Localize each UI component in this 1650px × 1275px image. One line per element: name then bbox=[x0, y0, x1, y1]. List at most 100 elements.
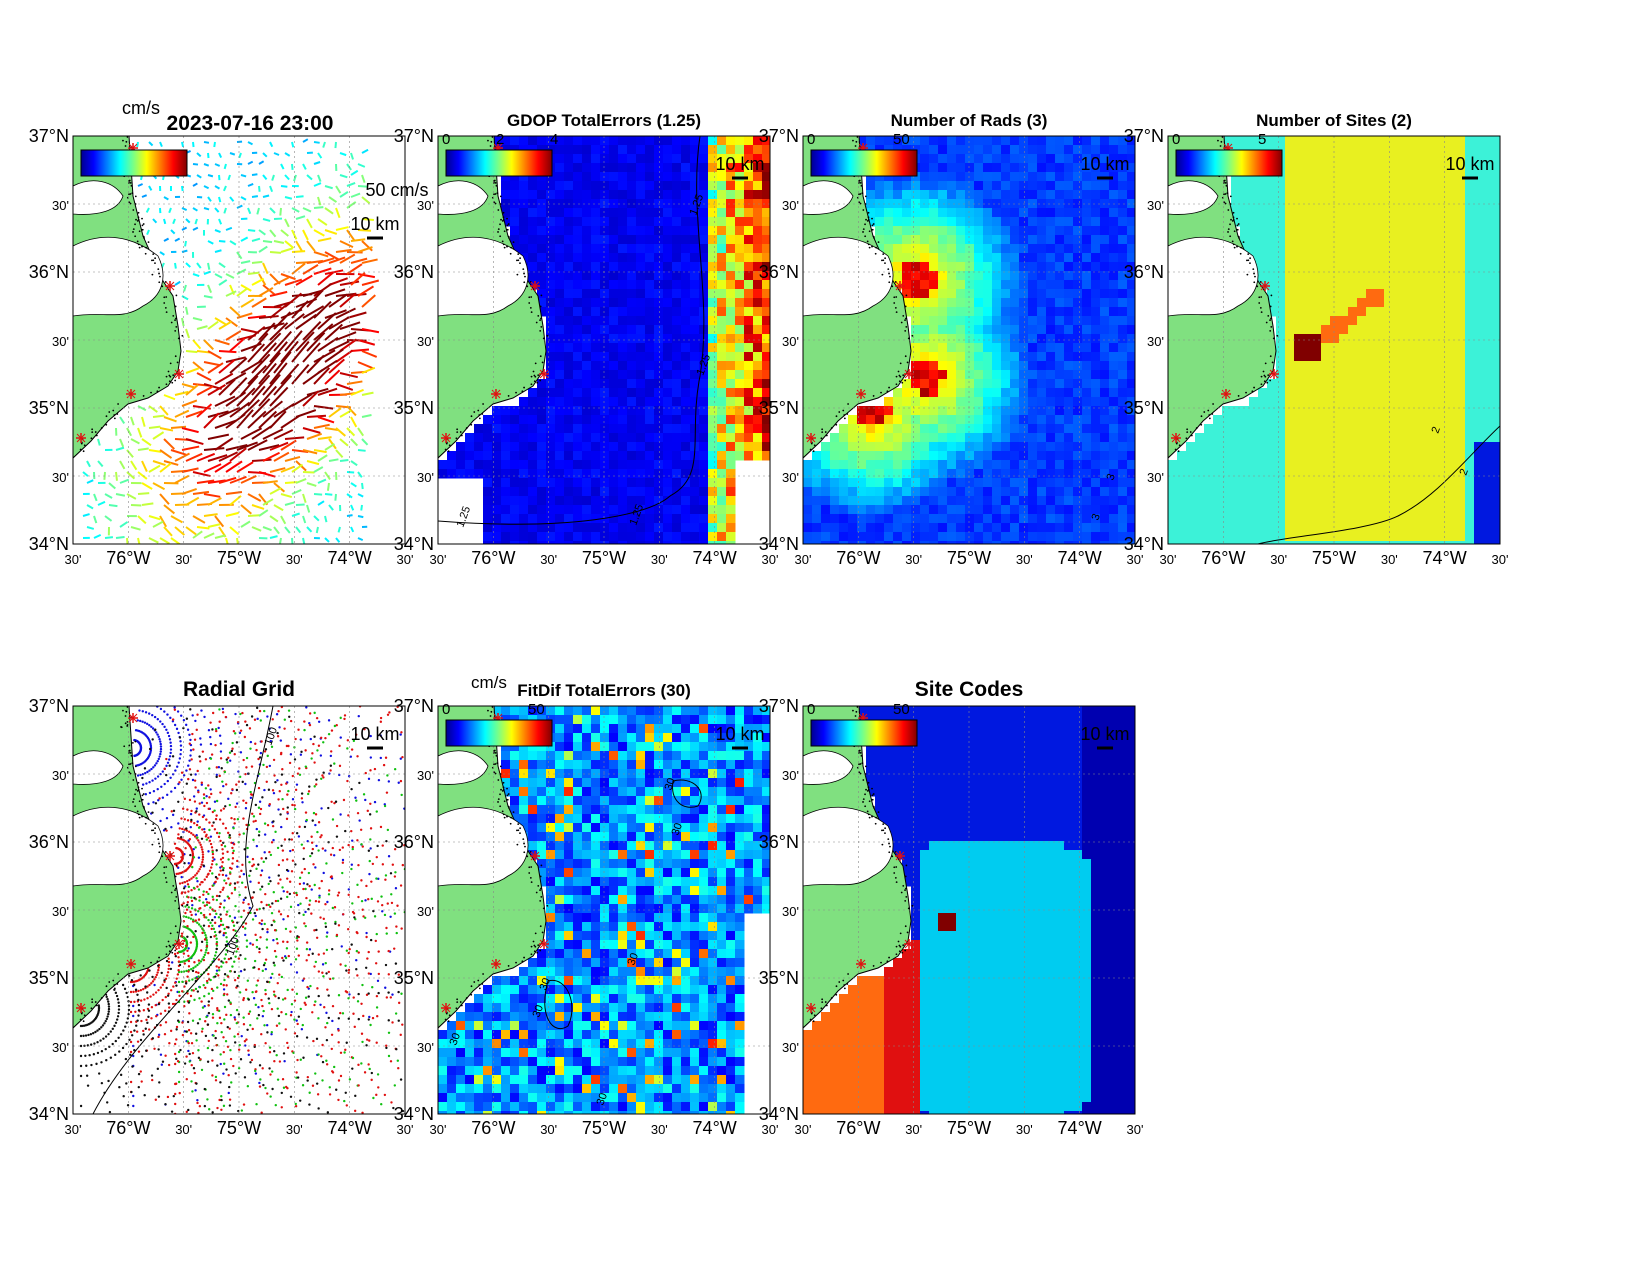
lon-tick-label: 76°W bbox=[836, 548, 880, 568]
coast-dot bbox=[884, 262, 886, 265]
coast-dot bbox=[862, 209, 865, 211]
coast-dot bbox=[142, 223, 145, 225]
coast-dot bbox=[872, 793, 875, 795]
lon-tick-label: 75°W bbox=[947, 548, 991, 568]
coast-dot bbox=[796, 462, 798, 464]
coast-dot bbox=[835, 423, 838, 426]
map-panel-num-rads: 37°N30'36°N30'35°N30'34°N30' 76°W 30' 75°W 3… bbox=[759, 111, 1144, 568]
coast-dot bbox=[858, 193, 860, 196]
coast-dot bbox=[176, 931, 179, 934]
coast-dot bbox=[470, 985, 473, 988]
coast-dot bbox=[881, 259, 883, 262]
coast-dot bbox=[537, 314, 540, 317]
coast-dot bbox=[80, 442, 83, 445]
coast-dot bbox=[859, 751, 862, 754]
coast-dot bbox=[141, 787, 143, 790]
coast-dot bbox=[456, 1001, 459, 1004]
coast-dot bbox=[1246, 273, 1249, 276]
coast-dot bbox=[901, 951, 904, 954]
coast-dot bbox=[523, 842, 525, 845]
coast-dot bbox=[175, 895, 178, 898]
lon-tick-label: 74°W bbox=[1058, 1118, 1102, 1138]
coast-dot bbox=[856, 706, 859, 708]
coast-dot bbox=[881, 829, 883, 832]
coast-dot bbox=[489, 715, 492, 717]
coast-dot bbox=[172, 944, 175, 947]
coast-dot bbox=[158, 851, 161, 854]
coast-dot bbox=[887, 838, 890, 841]
scale-label: 10 km bbox=[350, 214, 399, 234]
coast-dot bbox=[904, 379, 907, 382]
coast-dot bbox=[902, 884, 905, 887]
lat-tick-label: 30' bbox=[417, 334, 434, 349]
coast-dot bbox=[175, 325, 178, 328]
coast-dot bbox=[905, 294, 908, 297]
colorbar-tick: 50 bbox=[528, 701, 545, 718]
coast-dot bbox=[871, 815, 873, 818]
coast-dot bbox=[482, 973, 485, 975]
lat-tick-label: 34°N bbox=[1124, 534, 1164, 554]
panel-title: Number of Sites (2) bbox=[1256, 111, 1412, 130]
coast-dot bbox=[157, 268, 160, 271]
coast-dot bbox=[132, 228, 135, 231]
axes-frame bbox=[437, 705, 771, 1115]
coast-dot bbox=[156, 390, 159, 393]
lat-tick-label: 30' bbox=[782, 470, 799, 485]
site-marker bbox=[441, 433, 451, 443]
coast-dot bbox=[894, 307, 897, 309]
coast-dot bbox=[91, 1001, 94, 1004]
coast-dot bbox=[499, 223, 501, 226]
lon-tick-label: 30' bbox=[397, 1122, 414, 1137]
coast-dot bbox=[904, 329, 907, 332]
coast-dot bbox=[1195, 427, 1198, 429]
coast-dot bbox=[478, 414, 481, 416]
coast-dot bbox=[502, 243, 505, 246]
coast-dot bbox=[1229, 223, 1231, 226]
coast-dot bbox=[1223, 201, 1226, 204]
coast-dot bbox=[877, 241, 880, 244]
contour-label: 100 bbox=[225, 936, 243, 957]
coast-dot bbox=[842, 979, 845, 982]
coast-dot bbox=[846, 413, 849, 415]
graticule bbox=[438, 706, 770, 1114]
coast-dot bbox=[175, 294, 178, 297]
coast-dot bbox=[144, 252, 147, 255]
coast-dot bbox=[128, 201, 131, 204]
coast-dot bbox=[842, 409, 845, 412]
coast-dot bbox=[142, 395, 145, 397]
coast-dot bbox=[800, 452, 802, 454]
site-marker bbox=[539, 939, 549, 949]
coast-dot bbox=[168, 944, 171, 947]
coast-dot bbox=[898, 380, 901, 383]
contour-line bbox=[544, 980, 573, 1029]
coast-dot bbox=[144, 822, 147, 825]
lon-tick-label: 76°W bbox=[1201, 548, 1245, 568]
coast-dot bbox=[131, 762, 134, 765]
radial-grid-dots bbox=[79, 706, 405, 1114]
contour-label: 3 bbox=[1105, 472, 1118, 482]
coast-dot bbox=[431, 462, 433, 464]
coast-dot bbox=[866, 810, 869, 813]
coast-dot bbox=[151, 259, 153, 262]
timestamp-title: 2023-07-16 23:00 bbox=[167, 112, 334, 135]
lat-tick-label: 37°N bbox=[29, 696, 69, 716]
coast-dot bbox=[1264, 362, 1267, 365]
lat-tick-label: 30' bbox=[782, 198, 799, 213]
coast-dot bbox=[1267, 374, 1270, 377]
coast-dot bbox=[132, 801, 134, 803]
coast-dot bbox=[866, 240, 869, 243]
coast-dot bbox=[135, 788, 137, 791]
coast-dot bbox=[872, 235, 875, 238]
coast-dot bbox=[123, 745, 126, 748]
map-panel-site-codes: 37°N30'36°N30'35°N30'34°N30' 76°W 30' 75°W 3… bbox=[759, 678, 1144, 1138]
coast-dot bbox=[523, 272, 525, 275]
coast-dot bbox=[888, 851, 891, 854]
coast-dot bbox=[506, 798, 508, 801]
coast-dot bbox=[497, 209, 500, 211]
coast-dot bbox=[95, 434, 98, 437]
lat-tick-label: 30' bbox=[782, 904, 799, 919]
coast-dot bbox=[136, 240, 139, 243]
coast-dot bbox=[500, 218, 502, 221]
lon-tick-label: 74°W bbox=[693, 548, 737, 568]
coast-dot bbox=[497, 779, 500, 781]
